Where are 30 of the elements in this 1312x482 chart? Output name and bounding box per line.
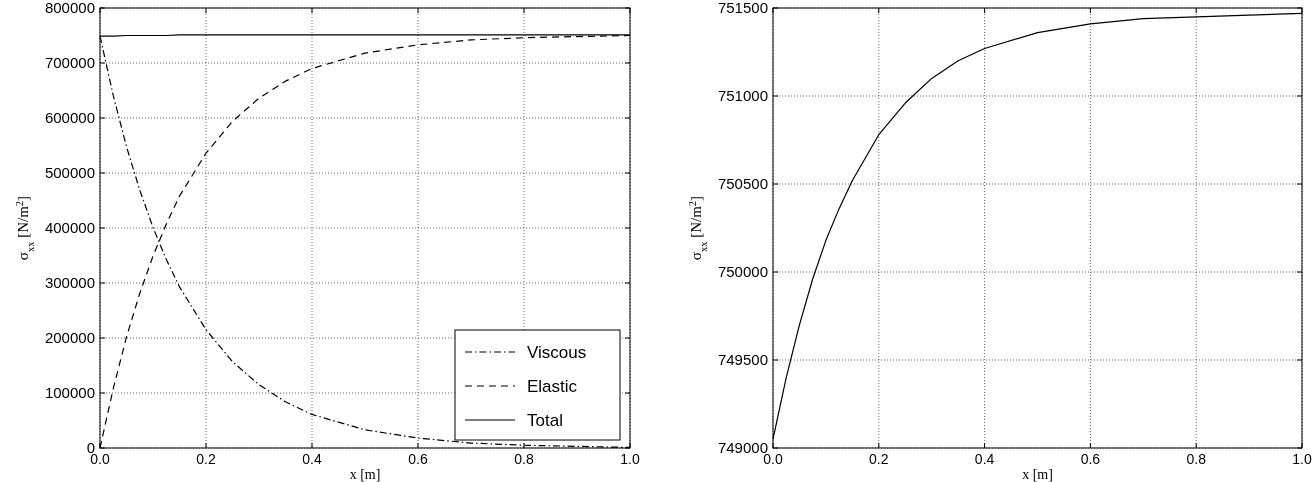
x-tick-label: 0.6 bbox=[408, 451, 428, 467]
x-tick-label: 0.2 bbox=[869, 451, 889, 467]
y-tick-label: 800000 bbox=[44, 0, 95, 16]
x-tick-label: 0.8 bbox=[514, 451, 534, 467]
y-tick-label: 749000 bbox=[717, 439, 768, 456]
legend-label: Elastic bbox=[527, 377, 578, 396]
y-tick-label: 500000 bbox=[44, 164, 95, 181]
y-tick-label: 750500 bbox=[717, 175, 768, 192]
y-tick-label: 751500 bbox=[717, 0, 768, 16]
x-axis-title: x [m] bbox=[349, 467, 381, 482]
x-tick-label: 1.0 bbox=[1292, 451, 1312, 467]
x-tick-label: 0.8 bbox=[1186, 451, 1207, 467]
x-axis-title: x [m] bbox=[1022, 467, 1053, 482]
y-tick-label: 750000 bbox=[717, 263, 768, 280]
y-tick-label: 0 bbox=[86, 439, 95, 456]
x-tick-label: 0.4 bbox=[974, 451, 995, 467]
y-tick-label: 100000 bbox=[44, 384, 95, 401]
x-tick-label: 0.2 bbox=[196, 451, 216, 467]
x-tick-label: 0.4 bbox=[302, 451, 322, 467]
x-tick-label: 0.6 bbox=[1080, 451, 1101, 467]
y-tick-label: 751000 bbox=[717, 87, 768, 104]
legend-label: Viscous bbox=[527, 343, 587, 362]
y-tick-label: 749500 bbox=[717, 351, 768, 368]
y-tick-label: 400000 bbox=[44, 219, 95, 236]
y-tick-label: 600000 bbox=[44, 109, 95, 126]
x-tick-label: 1.0 bbox=[620, 451, 640, 467]
legend-label: Total bbox=[527, 411, 563, 430]
y-tick-label: 700000 bbox=[44, 54, 95, 71]
y-tick-label: 200000 bbox=[44, 329, 95, 346]
y-tick-label: 300000 bbox=[44, 274, 95, 291]
